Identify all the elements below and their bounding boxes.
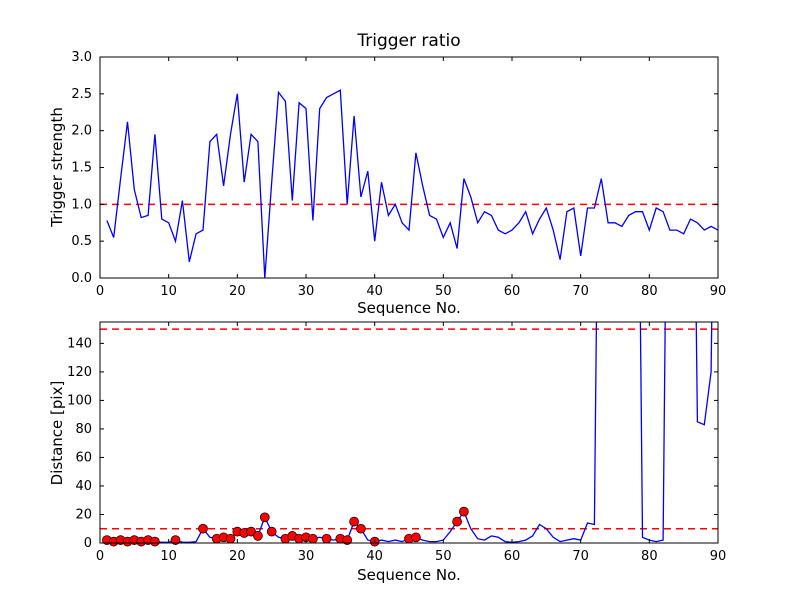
x-tick-label: 20 <box>229 284 246 299</box>
bottom-plot: 0 10 20 30 40 50 60 70 80 90 0 20 40 60 80 100 120 140 <box>67 321 727 564</box>
y-tick-label: 120 <box>67 365 92 380</box>
x-tick-label: 90 <box>710 284 727 299</box>
top-x-axis-label: Sequence No. <box>357 299 461 317</box>
data-line <box>106 89 718 278</box>
event-marker <box>308 533 318 544</box>
x-tick-label: 80 <box>641 284 658 299</box>
axes-frame <box>99 56 719 279</box>
event-marker <box>170 535 181 545</box>
event-marker <box>356 523 366 534</box>
y-tick-label: 2.5 <box>71 87 92 102</box>
y-tick-label: 60 <box>75 450 92 465</box>
bottom-y-axis-label: Distance [pix] <box>48 380 66 486</box>
x-tick-label: 40 <box>366 549 383 564</box>
x-tick-label: 70 <box>572 284 589 299</box>
event-marker <box>349 516 359 527</box>
bottom-x-axis-label: Sequence No. <box>357 566 461 584</box>
y-tick-label: 2.0 <box>71 124 92 139</box>
chart-title: Trigger ratio <box>357 31 461 51</box>
event-marker <box>246 526 256 537</box>
x-tick-label: 40 <box>366 284 383 299</box>
y-tick-label: 0.0 <box>71 271 92 286</box>
data-line <box>106 322 713 543</box>
y-tick-label: 1.5 <box>71 161 92 176</box>
x-tick-label: 10 <box>160 549 177 564</box>
event-marker <box>259 512 270 523</box>
event-marker <box>266 526 277 537</box>
x-tick-label: 0 <box>96 284 104 299</box>
x-tick-label: 30 <box>298 549 315 564</box>
y-tick-label: 140 <box>67 336 92 351</box>
x-tick-label: 20 <box>229 549 246 564</box>
y-tick-label: 100 <box>67 393 92 408</box>
x-tick-label: 90 <box>710 549 727 564</box>
x-tick-label: 30 <box>298 284 315 299</box>
y-tick-label: 1.0 <box>71 197 92 212</box>
x-tick-label: 70 <box>572 549 589 564</box>
event-marker <box>225 533 236 544</box>
event-marker <box>452 516 462 527</box>
event-marker <box>321 533 332 544</box>
y-tick-label: 40 <box>75 479 92 494</box>
event-marker <box>150 536 160 547</box>
y-tick-label: 0 <box>84 536 92 551</box>
y-tick-label: 3.0 <box>71 50 92 65</box>
x-tick-label: 10 <box>160 284 177 299</box>
y-tick-label: 0.5 <box>71 234 92 249</box>
y-tick-label: 20 <box>75 507 92 522</box>
event-marker <box>411 532 421 543</box>
event-marker <box>253 531 263 541</box>
event-marker <box>198 523 208 534</box>
x-tick-label: 60 <box>504 284 521 299</box>
y-tick-label: 80 <box>75 422 92 437</box>
top-y-axis-label: Trigger strength <box>48 107 66 227</box>
x-tick-label: 60 <box>504 549 521 564</box>
event-marker <box>342 535 353 545</box>
x-tick-label: 50 <box>435 549 452 564</box>
x-tick-label: 0 <box>96 549 104 564</box>
x-tick-label: 80 <box>641 549 658 564</box>
top-plot: 0 10 20 30 40 50 60 70 80 90 0.0 0.5 1.0 1.5 2.0 2.5 3.0 <box>71 50 726 299</box>
event-marker <box>459 506 469 517</box>
axes-frame <box>99 321 719 544</box>
x-tick-label: 50 <box>435 284 452 299</box>
